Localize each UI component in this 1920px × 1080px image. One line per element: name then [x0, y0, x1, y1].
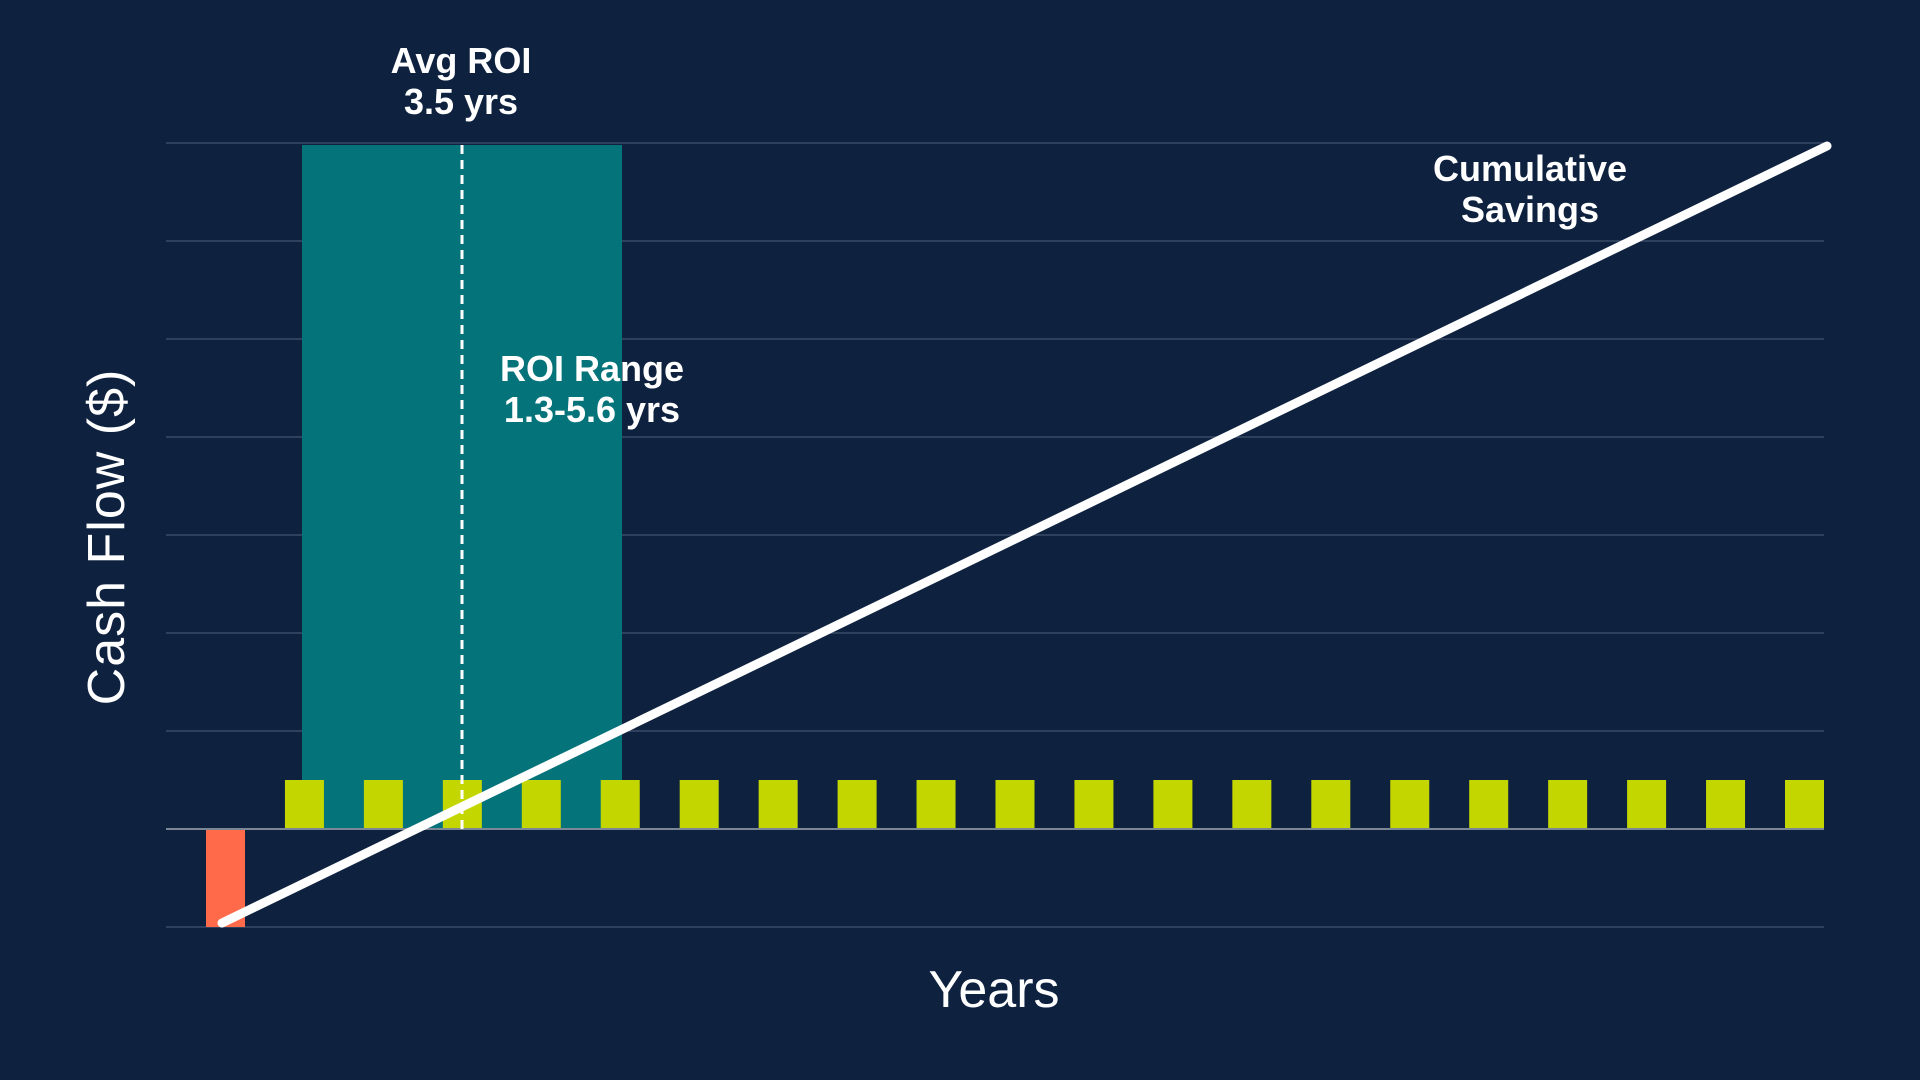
- savings-bar: [284, 780, 324, 829]
- cumulative-savings-line: [217, 141, 1832, 928]
- savings-bar: [1311, 780, 1351, 829]
- annual-bars: [206, 780, 1824, 927]
- savings-bar: [758, 780, 798, 829]
- roi-range-title: ROI Range: [499, 348, 685, 389]
- savings-bar: [363, 780, 403, 829]
- savings-bar: [1074, 780, 1114, 829]
- savings-bar: [1785, 780, 1824, 829]
- y-axis-label: Cash Flow ($): [78, 368, 136, 706]
- cumulative-savings-label: Cumulative Savings: [1433, 148, 1627, 230]
- avg-roi-title: Avg ROI: [390, 40, 532, 81]
- savings-bar: [995, 780, 1035, 829]
- cumulative-title: Cumulative: [1432, 148, 1628, 189]
- savings-bar: [1627, 780, 1667, 829]
- savings-bar: [600, 780, 640, 829]
- savings-bar: [1232, 780, 1272, 829]
- savings-bar: [1469, 780, 1509, 829]
- roi-range-value: 1.3-5.6 yrs: [503, 389, 681, 430]
- savings-bar: [837, 780, 877, 829]
- savings-bar: [521, 780, 561, 829]
- avg-roi-label: Avg ROI 3.5 yrs: [391, 40, 532, 122]
- savings-bar: [1390, 780, 1430, 829]
- roi-range-label: ROI Range 1.3-5.6 yrs: [500, 348, 684, 430]
- savings-bar: [679, 780, 719, 829]
- savings-bar: [916, 780, 956, 829]
- x-axis-label: Years: [928, 961, 1060, 1019]
- savings-bar: [1548, 780, 1588, 829]
- savings-bar: [1706, 780, 1746, 829]
- savings-bar: [1153, 780, 1193, 829]
- avg-roi-value: 3.5 yrs: [403, 81, 519, 122]
- cumulative-subtitle: Savings: [1460, 189, 1600, 230]
- roi-range-band: [302, 145, 622, 829]
